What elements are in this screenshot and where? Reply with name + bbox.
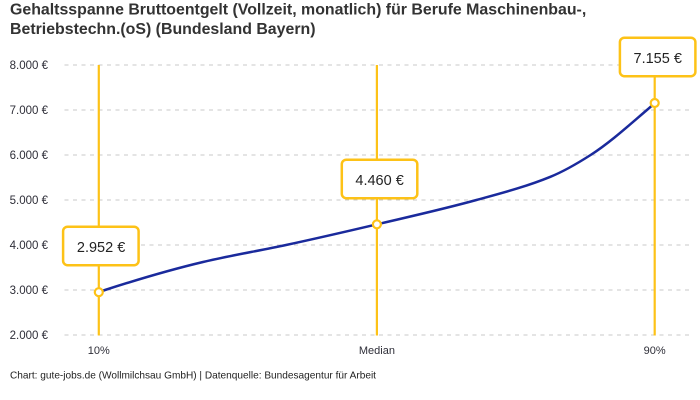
svg-text:Median: Median bbox=[359, 345, 395, 357]
svg-text:7.155 €: 7.155 € bbox=[634, 51, 682, 67]
svg-text:Chart: gute-jobs.de (Wollmilch: Chart: gute-jobs.de (Wollmilchsau GmbH) … bbox=[10, 371, 376, 382]
svg-text:7.000 €: 7.000 € bbox=[10, 105, 49, 117]
svg-text:2.952 €: 2.952 € bbox=[77, 240, 125, 256]
svg-text:5.000 €: 5.000 € bbox=[10, 195, 49, 207]
svg-text:4.460 €: 4.460 € bbox=[355, 173, 403, 189]
svg-text:4.000 €: 4.000 € bbox=[10, 240, 49, 252]
svg-text:3.000 €: 3.000 € bbox=[10, 285, 49, 297]
svg-text:Gehaltsspanne Bruttoentgelt (V: Gehaltsspanne Bruttoentgelt (Vollzeit, m… bbox=[10, 2, 586, 19]
svg-text:2.000 €: 2.000 € bbox=[10, 330, 49, 342]
svg-text:Betriebstechn.(oS) (Bundesland: Betriebstechn.(oS) (Bundesland Bayern) bbox=[10, 21, 316, 38]
svg-text:8.000 €: 8.000 € bbox=[10, 60, 49, 72]
svg-text:90%: 90% bbox=[644, 345, 666, 357]
svg-text:6.000 €: 6.000 € bbox=[10, 150, 49, 162]
svg-text:10%: 10% bbox=[88, 345, 110, 357]
